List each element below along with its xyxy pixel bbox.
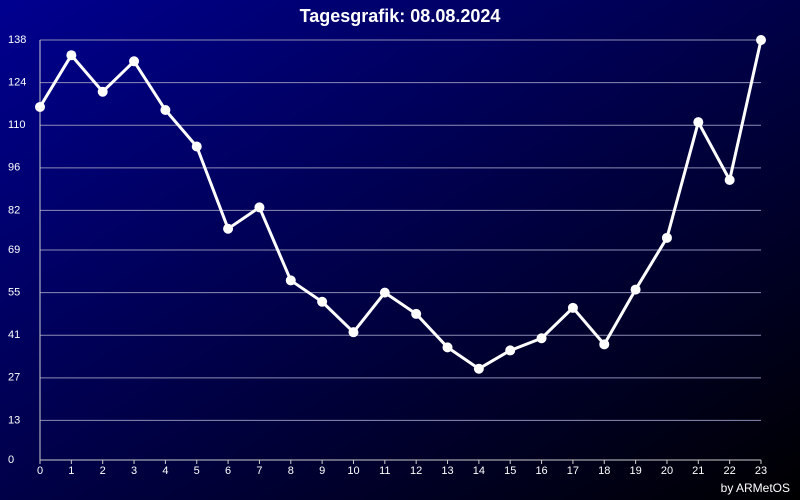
point bbox=[536, 333, 547, 344]
point bbox=[693, 117, 704, 128]
credit: by ARMetOS bbox=[721, 481, 790, 495]
x-tick-label: 16 bbox=[535, 465, 547, 477]
point bbox=[505, 345, 516, 356]
x-tick-label: 0 bbox=[37, 465, 43, 477]
point bbox=[411, 308, 422, 319]
x-tick-label: 6 bbox=[225, 465, 231, 477]
x-tick-label: 2 bbox=[100, 465, 106, 477]
x-tick-label: 12 bbox=[410, 465, 422, 477]
point bbox=[129, 56, 140, 67]
x-tick-label: 17 bbox=[567, 465, 579, 477]
x-tick-label: 7 bbox=[256, 465, 262, 477]
point bbox=[599, 339, 610, 350]
x-tick-label: 19 bbox=[629, 465, 641, 477]
x-tick-label: 21 bbox=[692, 465, 704, 477]
x-tick-label: 18 bbox=[598, 465, 610, 477]
point bbox=[348, 327, 359, 338]
y-tick-label: 138 bbox=[8, 34, 26, 46]
x-tick-label: 20 bbox=[661, 465, 673, 477]
line bbox=[38, 39, 763, 371]
point bbox=[35, 101, 45, 112]
y-tick-label: 55 bbox=[8, 287, 20, 299]
chart-title: Tagesgrafik: 08.08.2024 bbox=[300, 6, 501, 26]
x-tick-label: 22 bbox=[724, 465, 736, 477]
point bbox=[66, 50, 77, 61]
y-tick-label: 82 bbox=[8, 204, 20, 216]
point bbox=[379, 287, 390, 298]
point bbox=[567, 302, 578, 313]
point bbox=[191, 141, 202, 152]
x-tick-label: 10 bbox=[347, 465, 359, 477]
y-tick-label: 69 bbox=[8, 244, 20, 256]
y-tick-label: 41 bbox=[8, 329, 20, 341]
x-tick-label: 1 bbox=[68, 465, 74, 477]
point bbox=[97, 86, 108, 97]
x-tick-label: 5 bbox=[194, 465, 200, 477]
y-tick-label: 96 bbox=[8, 162, 20, 174]
point bbox=[223, 223, 234, 234]
point bbox=[473, 363, 484, 374]
point bbox=[317, 296, 328, 307]
y-tick-label: 13 bbox=[8, 414, 20, 426]
point bbox=[160, 105, 171, 115]
x-tick-label: 14 bbox=[473, 465, 485, 477]
point bbox=[724, 175, 735, 185]
point bbox=[756, 35, 766, 45]
x-tick-label: 13 bbox=[441, 465, 453, 477]
point bbox=[630, 284, 641, 295]
x-tick-label: 3 bbox=[131, 465, 137, 477]
x-tick-label: 4 bbox=[162, 465, 168, 477]
x-tick-label: 15 bbox=[504, 465, 516, 477]
y-tick-label: 124 bbox=[8, 77, 26, 89]
y-tick-label: 0 bbox=[8, 454, 14, 466]
x-tick-label: 8 bbox=[288, 465, 294, 477]
x-tick-label: 9 bbox=[319, 465, 325, 477]
point bbox=[254, 202, 265, 213]
point bbox=[442, 342, 453, 353]
x-tick-label: 23 bbox=[755, 465, 767, 477]
point bbox=[661, 232, 672, 243]
x-tick-label: 11 bbox=[379, 465, 390, 477]
point bbox=[285, 275, 296, 286]
y-tick-label: 110 bbox=[8, 119, 26, 131]
y-tick-label: 27 bbox=[8, 372, 20, 384]
